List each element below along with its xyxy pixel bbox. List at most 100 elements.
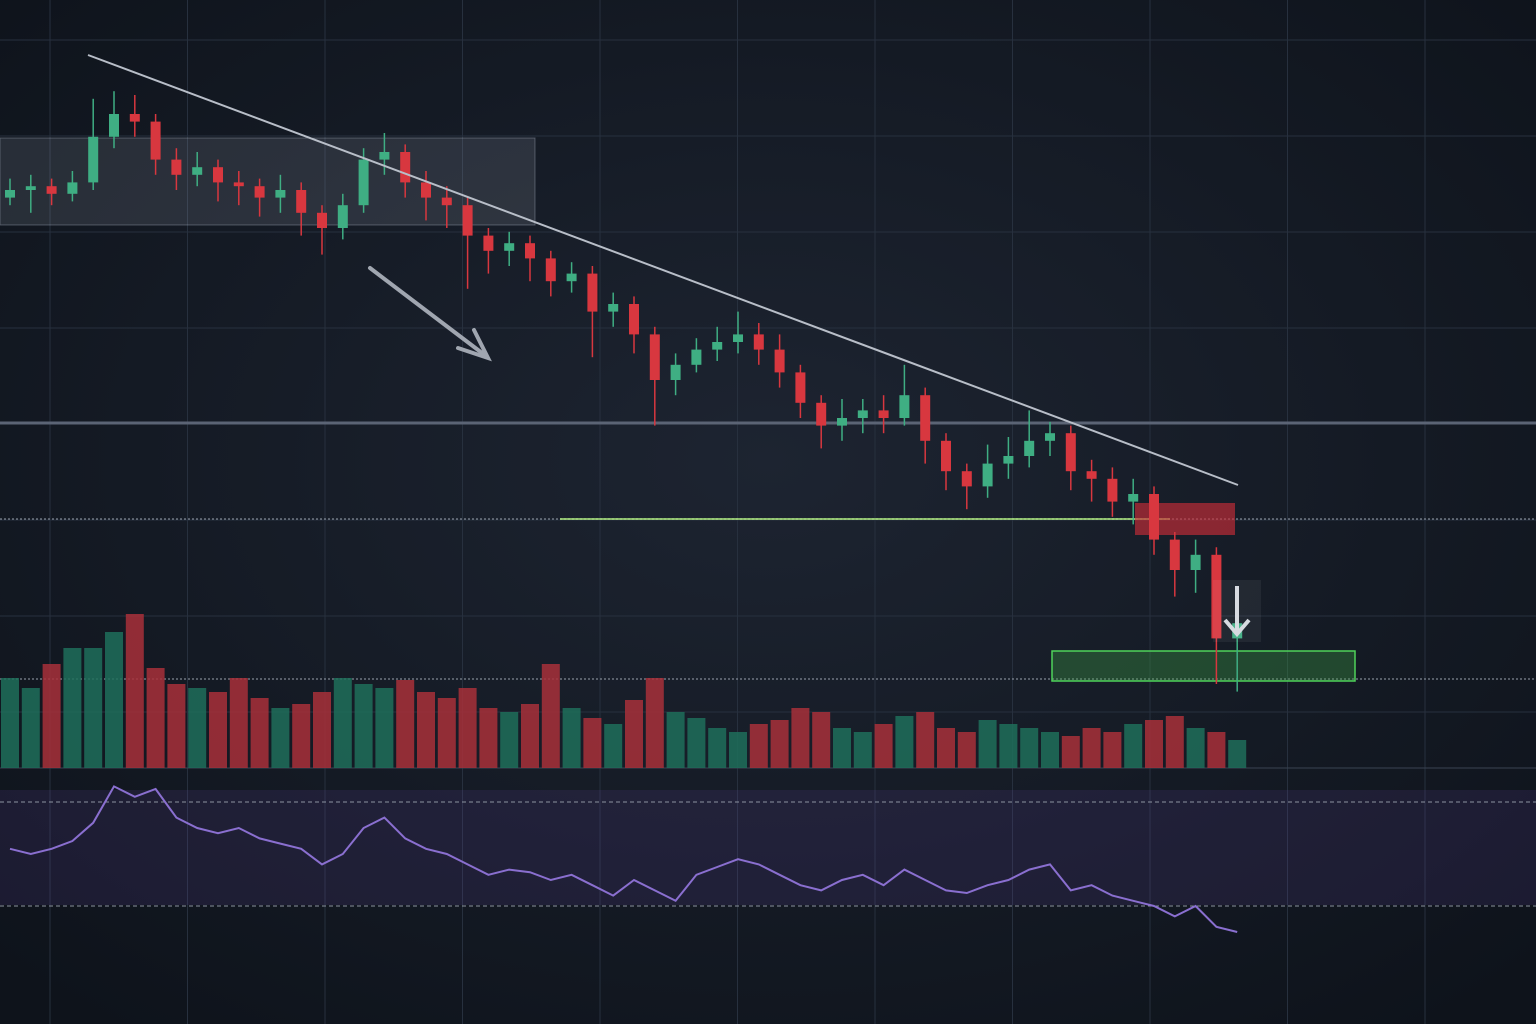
volume-bar <box>604 724 623 768</box>
candle-body <box>213 167 223 183</box>
volume-bar <box>313 692 331 768</box>
candle-body <box>317 212 327 228</box>
candle-body <box>5 190 15 198</box>
candle-body <box>795 372 806 403</box>
candle-body <box>504 243 515 251</box>
candle-body <box>171 159 182 175</box>
candle-body <box>629 304 639 335</box>
candle-body <box>857 410 868 418</box>
volume-bar <box>791 708 810 768</box>
arrow-head <box>1223 618 1251 638</box>
trend-arrow <box>368 266 492 362</box>
down-arrow <box>1223 586 1251 638</box>
candle-body <box>25 186 36 190</box>
rsi-line <box>9 785 1238 933</box>
candle-body <box>691 349 702 365</box>
volume-bar <box>105 632 123 768</box>
candle-body <box>774 349 785 373</box>
candle-body <box>961 471 972 487</box>
volume-bar <box>1186 728 1205 768</box>
volume-bar <box>978 720 997 768</box>
volume-bar <box>167 684 186 768</box>
volume-bar <box>957 732 976 768</box>
candle-body <box>483 235 494 251</box>
volume-bar <box>687 718 706 768</box>
volume-bar <box>812 712 831 768</box>
volume-bar <box>729 732 747 768</box>
marks <box>0 91 1536 933</box>
volume-bar <box>84 648 103 768</box>
volume-bar <box>666 712 685 768</box>
candle-body <box>1003 456 1014 464</box>
candle-body <box>837 418 847 426</box>
candle-body <box>733 334 743 342</box>
volume-bar <box>375 688 394 768</box>
candle-body <box>1107 478 1118 502</box>
volume-bar <box>1041 732 1059 768</box>
candle-body <box>296 190 307 213</box>
volume-bar <box>1145 720 1163 768</box>
candle-body <box>816 402 827 426</box>
volume-bar <box>1228 740 1247 768</box>
candle-body <box>1024 440 1035 456</box>
volume-bar <box>833 728 851 768</box>
candle-body <box>649 334 660 380</box>
candle-body <box>337 205 348 228</box>
volume-bar <box>271 708 290 768</box>
volume-bar <box>937 728 955 768</box>
volume-bar <box>1082 728 1101 768</box>
volume-bar <box>562 708 581 768</box>
volume-bar <box>188 688 207 768</box>
volume-bar <box>708 728 727 768</box>
rsi-band <box>0 790 1536 905</box>
candle-body <box>192 167 203 175</box>
arrow-head <box>456 328 492 362</box>
volume-bar <box>874 724 893 768</box>
volume-bar <box>1 678 19 768</box>
volume-bar <box>63 648 82 768</box>
candle-body <box>587 273 598 312</box>
volume-bar <box>333 678 352 768</box>
volume-bar <box>209 692 227 768</box>
volume-bar <box>125 614 144 768</box>
candle-body <box>753 334 764 350</box>
volume-bar <box>645 678 664 768</box>
candle-body <box>566 273 577 282</box>
volume-bar <box>396 680 415 768</box>
candle-body <box>67 182 78 194</box>
candle-body <box>941 440 951 472</box>
volume-bar <box>1020 728 1039 768</box>
candle-body <box>88 136 99 183</box>
candle-body <box>878 410 889 418</box>
candle-body <box>545 258 556 282</box>
candle-body <box>1149 494 1159 540</box>
candle-body <box>109 114 119 137</box>
volume-bar <box>1124 724 1143 768</box>
candle-body <box>1086 471 1097 479</box>
arrow-shaft <box>368 266 488 358</box>
volume-bar <box>292 704 311 768</box>
candle-body <box>421 182 431 198</box>
volume-bar <box>1103 732 1122 768</box>
volume-bar <box>42 664 61 768</box>
candle-body <box>233 182 244 187</box>
volume-bar <box>479 708 498 768</box>
volume-bar <box>541 664 560 768</box>
volume-bar <box>1165 716 1184 768</box>
volume-bar <box>437 698 456 768</box>
volume-bar <box>229 678 248 768</box>
volume-bar <box>521 704 539 768</box>
volume-bar <box>417 692 435 768</box>
candle-body <box>379 152 390 160</box>
target-zone <box>1051 650 1356 682</box>
volume-bar <box>21 688 40 768</box>
candle-body <box>358 159 369 206</box>
volume-bar <box>500 712 519 768</box>
candle-body <box>670 364 681 380</box>
candle-body <box>254 186 265 198</box>
candle-body <box>150 121 161 160</box>
volume-bar <box>853 732 872 768</box>
